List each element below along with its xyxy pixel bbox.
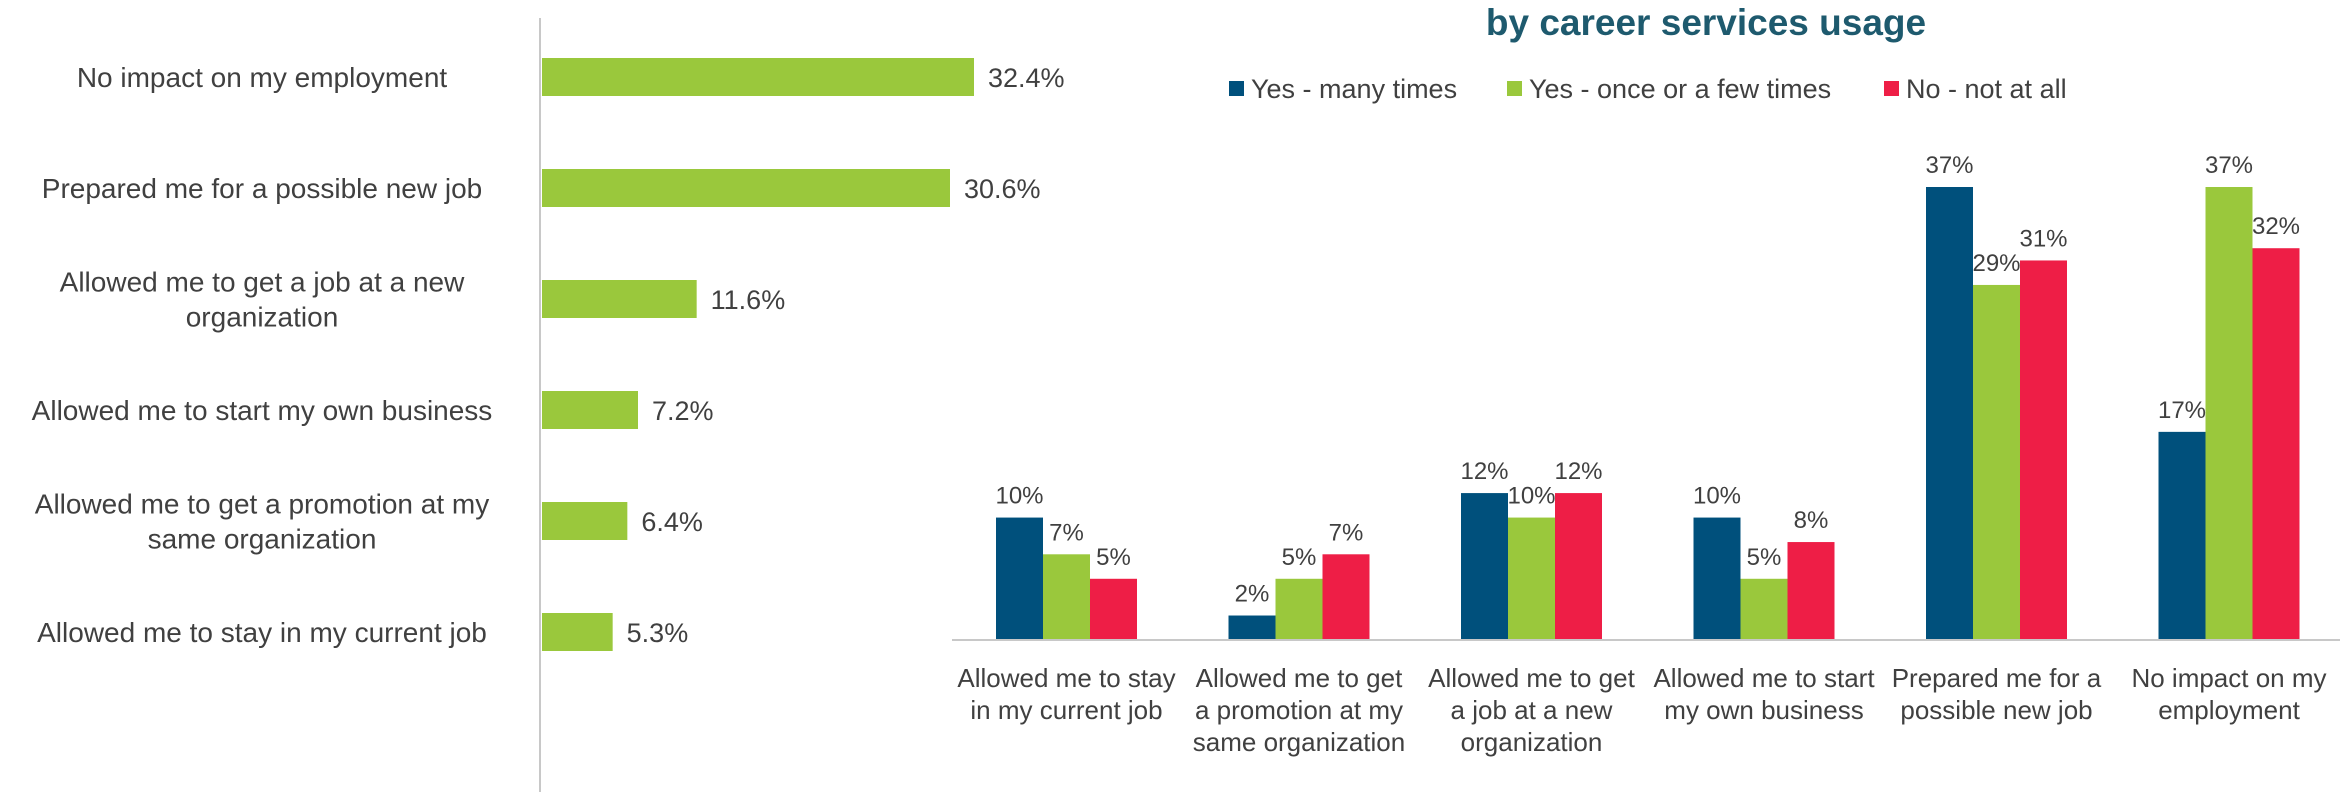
right-bar bbox=[1508, 517, 1555, 640]
right-category-label: Allowed me to get a job at a new organizat… bbox=[1428, 663, 1635, 757]
left-value-label: 6.4% bbox=[641, 507, 703, 537]
right-bar bbox=[1090, 578, 1137, 640]
right-category-label: Allowed me to start my own business bbox=[1653, 663, 1875, 725]
career-services-usage-chart: by career services usage Yes - many time… bbox=[952, 2, 2340, 757]
right-value-label: 37% bbox=[1925, 152, 1973, 179]
right-bar bbox=[1973, 284, 2020, 640]
right-bar bbox=[2020, 260, 2067, 640]
left-value-label: 7.2% bbox=[652, 396, 714, 426]
right-category-label: No impact on my employment bbox=[2131, 663, 2326, 725]
left-bar bbox=[542, 169, 950, 207]
right-bars bbox=[996, 187, 2300, 640]
right-value-label: 17% bbox=[2158, 397, 2206, 424]
legend-swatch bbox=[1884, 81, 1899, 96]
left-category-label: Allowed me to get a promotion at my same … bbox=[35, 489, 489, 555]
left-value-label: 5.3% bbox=[627, 618, 689, 648]
left-category-labels: No impact on my employment Prepared me fo… bbox=[32, 62, 493, 648]
right-value-label: 5% bbox=[1096, 544, 1131, 571]
left-category-label: No impact on my employment bbox=[77, 62, 448, 93]
right-bar bbox=[1228, 615, 1276, 640]
right-bar bbox=[1322, 554, 1370, 640]
right-bar bbox=[1693, 517, 1741, 640]
legend: Yes - many times Yes - once or a few time… bbox=[1229, 74, 2067, 104]
right-bar bbox=[1787, 542, 1835, 640]
right-value-labels: 10%7%5%2%5%7%12%10%12%10%5%8%37%29%31%17… bbox=[995, 152, 2300, 608]
left-bar bbox=[542, 280, 697, 318]
right-value-label: 7% bbox=[1049, 519, 1084, 546]
right-category-label: Prepared me for a possible new job bbox=[1892, 663, 2102, 725]
left-bar bbox=[542, 613, 613, 651]
right-value-label: 8% bbox=[1794, 507, 1829, 534]
chart-title: by career services usage bbox=[1486, 2, 1926, 43]
right-category-label: Allowed me to stay in my current job bbox=[957, 663, 1175, 725]
right-value-label: 37% bbox=[2205, 152, 2253, 179]
right-value-label: 10% bbox=[995, 483, 1043, 510]
left-category-label: Allowed me to get a job at a new organiza… bbox=[60, 267, 465, 333]
left-category-label: Allowed me to stay in my current job bbox=[37, 617, 487, 648]
right-value-label: 29% bbox=[1972, 250, 2020, 277]
left-bar bbox=[542, 58, 974, 96]
employment-impact-chart: No impact on my employment Prepared me fo… bbox=[32, 18, 1065, 792]
left-bar bbox=[542, 391, 638, 429]
left-value-label: 30.6% bbox=[964, 174, 1041, 204]
right-value-label: 7% bbox=[1329, 519, 1364, 546]
legend-swatch bbox=[1229, 81, 1244, 96]
right-value-label: 10% bbox=[1693, 483, 1741, 510]
left-value-labels: 32.4% 30.6% 11.6% 7.2% 6.4% 5.3% bbox=[627, 63, 1065, 648]
right-bar bbox=[1555, 493, 1602, 640]
right-bar bbox=[1043, 554, 1090, 640]
right-value-label: 10% bbox=[1507, 483, 1555, 510]
right-bar bbox=[1275, 578, 1323, 640]
left-category-label: Allowed me to start my own business bbox=[32, 395, 493, 426]
left-bar bbox=[542, 502, 628, 540]
legend-swatch bbox=[1507, 81, 1522, 96]
right-value-label: 12% bbox=[1460, 458, 1508, 485]
legend-label: No - not at all bbox=[1906, 74, 2067, 104]
left-category-label: Prepared me for a possible new job bbox=[42, 173, 482, 204]
right-value-label: 2% bbox=[1235, 581, 1270, 608]
legend-label: Yes - many times bbox=[1251, 74, 1457, 104]
right-bar bbox=[2205, 187, 2253, 640]
right-bar bbox=[1461, 493, 1508, 640]
right-value-label: 32% bbox=[2252, 213, 2300, 240]
right-value-label: 12% bbox=[1554, 458, 1602, 485]
right-category-labels: Allowed me to stay in my current job Allow… bbox=[957, 663, 2326, 757]
right-bar bbox=[1926, 187, 1973, 640]
right-category-label: Allowed me to get a promotion at my same o… bbox=[1193, 663, 1405, 757]
left-value-label: 32.4% bbox=[988, 63, 1065, 93]
right-value-label: 31% bbox=[2019, 225, 2067, 252]
right-bar bbox=[2158, 431, 2206, 640]
right-value-label: 5% bbox=[1282, 544, 1317, 571]
right-value-label: 5% bbox=[1747, 544, 1782, 571]
legend-label: Yes - once or a few times bbox=[1529, 74, 1831, 104]
right-bar bbox=[1740, 578, 1788, 640]
right-bar bbox=[2252, 248, 2300, 640]
left-value-label: 11.6% bbox=[711, 285, 786, 315]
left-bars bbox=[542, 58, 974, 651]
right-bar bbox=[996, 517, 1043, 640]
